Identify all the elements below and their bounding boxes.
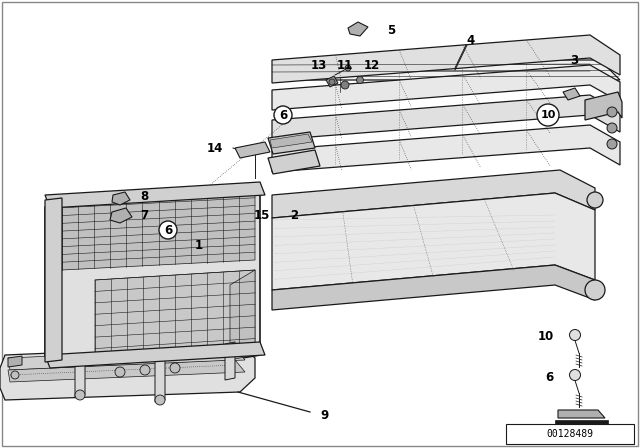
Text: 10: 10 (538, 329, 554, 343)
Polygon shape (45, 342, 265, 368)
Polygon shape (555, 420, 608, 424)
Circle shape (329, 79, 335, 85)
Polygon shape (272, 170, 595, 218)
Circle shape (75, 390, 85, 400)
Text: 1: 1 (195, 238, 203, 251)
Text: 6: 6 (164, 224, 172, 237)
Text: 9: 9 (320, 409, 328, 422)
Circle shape (11, 371, 19, 379)
Circle shape (345, 65, 351, 71)
Polygon shape (268, 132, 315, 154)
Polygon shape (95, 270, 255, 360)
Polygon shape (268, 150, 320, 174)
Text: 2: 2 (290, 208, 298, 221)
Circle shape (159, 221, 177, 239)
Text: 3: 3 (570, 53, 578, 66)
Polygon shape (272, 95, 620, 140)
Text: 11: 11 (337, 59, 353, 72)
Text: 10: 10 (540, 110, 556, 120)
Polygon shape (348, 22, 368, 36)
Polygon shape (75, 356, 85, 397)
Circle shape (607, 123, 617, 133)
Text: 12: 12 (364, 59, 380, 72)
Circle shape (274, 106, 292, 124)
Polygon shape (230, 270, 255, 360)
Polygon shape (563, 88, 580, 100)
Text: 13: 13 (311, 59, 327, 72)
Polygon shape (112, 192, 130, 205)
Text: 7: 7 (140, 208, 148, 221)
Circle shape (570, 329, 580, 340)
Polygon shape (235, 142, 270, 158)
Circle shape (587, 192, 603, 208)
Circle shape (585, 280, 605, 300)
Circle shape (607, 107, 617, 117)
Polygon shape (270, 134, 312, 148)
Polygon shape (0, 345, 255, 400)
Polygon shape (8, 348, 245, 370)
Polygon shape (585, 92, 622, 120)
Circle shape (140, 365, 150, 375)
Polygon shape (45, 198, 62, 362)
Polygon shape (8, 356, 22, 367)
Polygon shape (62, 190, 255, 270)
Circle shape (115, 367, 125, 377)
Polygon shape (272, 193, 595, 290)
Polygon shape (110, 208, 132, 223)
Polygon shape (45, 185, 260, 370)
Polygon shape (45, 182, 265, 208)
Polygon shape (272, 125, 620, 172)
Circle shape (356, 77, 364, 83)
Circle shape (607, 139, 617, 149)
Text: 6: 6 (279, 108, 287, 121)
Circle shape (570, 370, 580, 380)
FancyBboxPatch shape (506, 424, 634, 444)
Polygon shape (278, 60, 620, 80)
Text: 15: 15 (253, 208, 270, 221)
Text: 6: 6 (546, 370, 554, 383)
Polygon shape (8, 360, 245, 382)
Polygon shape (272, 65, 620, 110)
Polygon shape (272, 35, 620, 83)
Circle shape (155, 395, 165, 405)
Text: 14: 14 (207, 142, 223, 155)
Polygon shape (225, 342, 235, 380)
Text: 00128489: 00128489 (547, 429, 593, 439)
Polygon shape (326, 76, 338, 87)
Circle shape (341, 81, 349, 89)
Polygon shape (155, 348, 165, 402)
Text: 4: 4 (466, 34, 474, 47)
Polygon shape (272, 265, 595, 310)
Circle shape (537, 104, 559, 126)
Polygon shape (558, 410, 605, 418)
Text: 5: 5 (387, 23, 396, 36)
Text: 8: 8 (140, 190, 148, 202)
Circle shape (170, 363, 180, 373)
